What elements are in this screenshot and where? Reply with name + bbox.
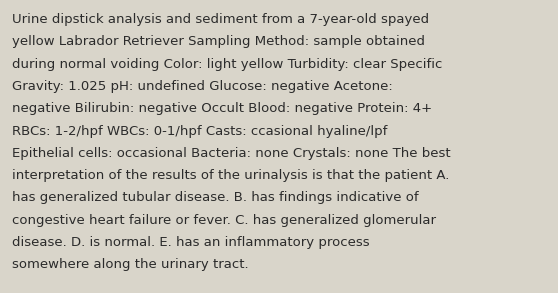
Text: disease. D. is normal. E. has an inflammatory process: disease. D. is normal. E. has an inflamm… bbox=[12, 236, 370, 249]
Text: interpretation of the results of the urinalysis is that the patient A.: interpretation of the results of the uri… bbox=[12, 169, 450, 182]
Text: during normal voiding Color: light yellow Turbidity: clear Specific: during normal voiding Color: light yello… bbox=[12, 58, 442, 71]
Text: Epithelial cells: occasional Bacteria: none Crystals: none The best: Epithelial cells: occasional Bacteria: n… bbox=[12, 147, 451, 160]
Text: yellow Labrador Retriever Sampling Method: sample obtained: yellow Labrador Retriever Sampling Metho… bbox=[12, 35, 425, 48]
Text: somewhere along the urinary tract.: somewhere along the urinary tract. bbox=[12, 258, 249, 271]
Text: congestive heart failure or fever. C. has generalized glomerular: congestive heart failure or fever. C. ha… bbox=[12, 214, 436, 226]
Text: negative Bilirubin: negative Occult Blood: negative Protein: 4+: negative Bilirubin: negative Occult Bloo… bbox=[12, 102, 432, 115]
Text: Gravity: 1.025 pH: undefined Glucose: negative Acetone:: Gravity: 1.025 pH: undefined Glucose: ne… bbox=[12, 80, 393, 93]
Text: has generalized tubular disease. B. has findings indicative of: has generalized tubular disease. B. has … bbox=[12, 191, 419, 204]
Text: Urine dipstick analysis and sediment from a 7-year-old spayed: Urine dipstick analysis and sediment fro… bbox=[12, 13, 430, 26]
Text: RBCs: 1-2/hpf WBCs: 0-1/hpf Casts: ccasional hyaline/lpf: RBCs: 1-2/hpf WBCs: 0-1/hpf Casts: ccasi… bbox=[12, 125, 388, 137]
